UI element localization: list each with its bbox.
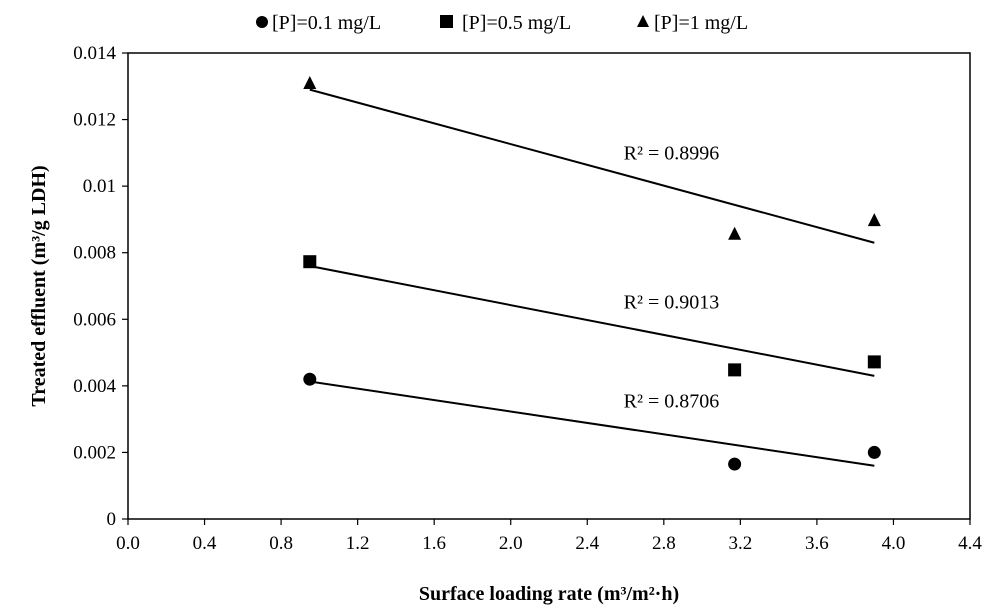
data-point-circle <box>303 372 317 386</box>
data-point-circle <box>867 445 881 459</box>
data-point-circle <box>728 457 742 471</box>
y-tick-label: 0.006 <box>73 309 116 330</box>
x-tick-label: 0.4 <box>193 533 217 554</box>
plot-area-frame <box>127 52 971 520</box>
r-squared-label-0: R² = 0.8706 <box>624 390 720 412</box>
x-axis: 0.0 0.4 0.8 1.2 1.6 2.0 2.4 2.8 3.2 3.6 4.0 4.4 <box>116 519 982 554</box>
trendlines <box>309 88 875 467</box>
trendline-series-2 <box>309 88 875 244</box>
x-tick-label: 1.2 <box>346 533 370 554</box>
data-point-square <box>867 355 881 369</box>
x-tick-label: 3.6 <box>805 533 829 554</box>
y-tick-label: 0.004 <box>73 376 116 397</box>
data-point-square <box>728 363 742 377</box>
legend-marker-square <box>440 15 453 28</box>
x-tick-label: 0.0 <box>116 533 140 554</box>
legend-label-1: [P]=0.5 mg/L <box>462 12 571 34</box>
r-squared-labels: R² = 0.8706 R² = 0.9013 R² = 0.8996 <box>624 143 720 413</box>
x-tick-label: 2.4 <box>575 533 599 554</box>
data-points <box>303 75 881 471</box>
x-axis-title: Surface loading rate (m³/m²·h) <box>419 583 679 605</box>
x-tick-label: 4.0 <box>882 533 906 554</box>
x-tick-label: 2.8 <box>652 533 676 554</box>
data-point-triangle <box>728 226 742 240</box>
data-point-triangle <box>303 75 317 89</box>
y-tick-label: 0 <box>107 509 117 530</box>
legend: [P]=0.1 mg/L [P]=0.5 mg/L [P]=1 mg/L <box>256 12 748 34</box>
y-tick-label: 0.014 <box>73 43 116 64</box>
x-tick-label: 1.6 <box>422 533 446 554</box>
legend-marker-triangle <box>637 15 649 27</box>
r-squared-label-1: R² = 0.9013 <box>624 291 720 313</box>
data-point-triangle <box>867 213 881 227</box>
x-tick-label: 0.8 <box>269 533 293 554</box>
legend-label-2: [P]=1 mg/L <box>654 12 748 34</box>
y-tick-label: 0.012 <box>73 110 116 131</box>
legend-marker-circle <box>256 16 268 28</box>
x-tick-label: 4.4 <box>958 533 982 554</box>
data-point-square <box>303 255 317 269</box>
y-axis: 0 0.002 0.004 0.006 0.008 0.01 0.012 0.014 <box>73 43 128 530</box>
x-tick-label: 3.2 <box>728 533 752 554</box>
r-squared-label-2: R² = 0.8996 <box>624 143 720 165</box>
trendline-series-0 <box>309 380 875 467</box>
x-tick-label: 2.0 <box>499 533 523 554</box>
y-tick-label: 0.01 <box>83 176 116 197</box>
y-tick-label: 0.002 <box>73 442 116 463</box>
legend-label-0: [P]=0.1 mg/L <box>272 12 381 34</box>
trendline-series-1 <box>309 265 875 377</box>
y-axis-title: Treated effluent (m³/g LDH) <box>28 165 50 406</box>
y-tick-label: 0.008 <box>73 243 116 264</box>
